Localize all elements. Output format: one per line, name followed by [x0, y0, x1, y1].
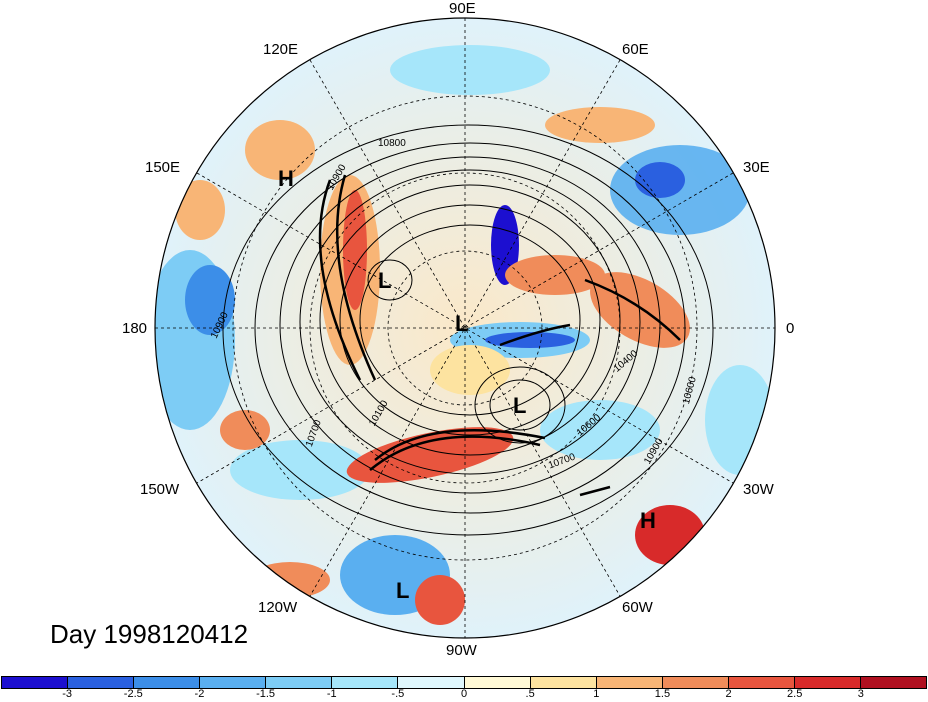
lon-label-30e: 30E — [743, 159, 770, 176]
lon-label-120e: 120E — [263, 41, 299, 58]
colorbar-swatch — [530, 677, 597, 688]
high-center-label: H — [640, 508, 656, 533]
colorbar-tick-label: -3 — [62, 688, 73, 700]
lon-label-150e: 150E — [145, 159, 181, 176]
low-center-label: L — [378, 268, 392, 293]
low-center-label: L — [396, 578, 410, 603]
colorbar-tick-label: -1 — [326, 688, 337, 700]
colorbar-swatch — [662, 677, 729, 688]
colorbar-swatch — [134, 677, 201, 688]
colorbar-tick-label: -2 — [194, 688, 205, 700]
colorbar-swatch — [200, 677, 267, 688]
colorbar-tick-label: -2.5 — [123, 688, 143, 700]
colorbar-swatch — [794, 677, 862, 688]
colorbar-swatch — [2, 677, 69, 688]
jet-contours — [318, 174, 681, 497]
colorbar-swatch — [398, 677, 465, 688]
colorbar-tick-label: 1 — [593, 688, 600, 700]
low-center-label: L — [455, 311, 469, 336]
lon-label-120w: 120W — [258, 599, 298, 616]
colorbar-swatch — [861, 677, 927, 688]
graticule — [155, 18, 775, 638]
high-center-label: H — [278, 166, 294, 191]
colorbar-tick-label: 3 — [857, 688, 864, 700]
contour-label: 10800 — [378, 138, 406, 149]
colorbar — [1, 676, 927, 689]
lon-label-0: 0 — [786, 320, 795, 337]
date-label: Day 1998120412 — [50, 619, 249, 649]
colorbar-tick-label: -1.5 — [256, 688, 276, 700]
lon-label-180: 180 — [122, 320, 148, 337]
colorbar-tick-label: 2.5 — [787, 688, 803, 700]
colorbar-tick-label: 0 — [460, 688, 468, 700]
colorbar-swatch — [728, 677, 795, 688]
colorbar-swatch — [332, 677, 399, 688]
lon-label-150w: 150W — [140, 481, 180, 498]
colorbar-tick-label: 2 — [725, 688, 732, 700]
colorbar-tick-label: -.5 — [391, 688, 405, 700]
colorbar-swatch — [596, 677, 663, 688]
colorbar-tick-label: .5 — [525, 688, 535, 700]
map-boundary — [154, 17, 776, 639]
colorbar-swatch — [68, 677, 135, 688]
colorbar-swatch — [266, 677, 333, 688]
lon-label-60e: 60E — [622, 41, 649, 58]
lon-label-60w: 60W — [622, 599, 653, 616]
lon-label-90e: 90E — [449, 0, 476, 17]
lon-label-30w: 30W — [743, 481, 774, 498]
height-contours — [222, 124, 714, 536]
lon-label-90w: 90W — [446, 642, 477, 659]
colorbar-swatch — [464, 677, 531, 688]
colorbar-tick-label: 1.5 — [654, 688, 671, 700]
low-center-label: L — [513, 393, 527, 418]
